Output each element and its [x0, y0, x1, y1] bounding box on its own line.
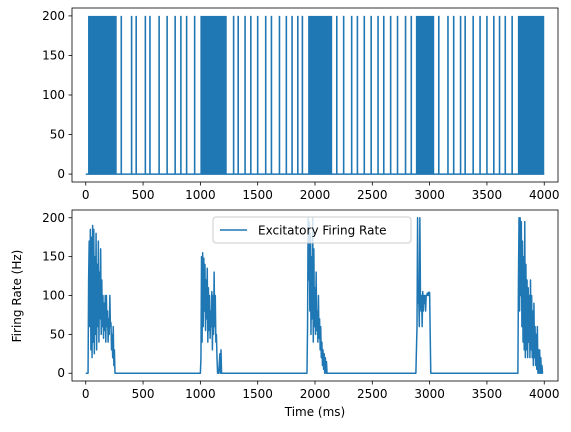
spike-burst	[200, 15, 227, 175]
x-tick-label: 2000	[300, 387, 331, 401]
x-tick-label: 1500	[242, 188, 273, 202]
y-tick-label: 200	[42, 9, 65, 23]
x-tick-label: 3000	[414, 188, 445, 202]
x-tick-label: 1000	[185, 387, 216, 401]
x-axis-ticks: 0 500 1000 1500 2000 2500 3000 3500 4000	[82, 182, 560, 202]
y-tick-label: 100	[42, 88, 65, 102]
y-tick-label: 100	[42, 289, 65, 303]
spike-burst	[415, 15, 435, 175]
y-tick-label: 0	[57, 366, 65, 380]
firing-rate-series	[85, 217, 544, 374]
y-tick-label: 50	[50, 327, 65, 341]
firing-rate-line	[85, 217, 544, 374]
x-tick-label: 3500	[472, 387, 503, 401]
x-tick-label: 0	[82, 188, 90, 202]
y-tick-label: 200	[42, 211, 65, 225]
legend-label: Excitatory Firing Rate	[258, 224, 387, 238]
x-tick-label: 500	[132, 387, 155, 401]
spike-burst	[308, 15, 333, 175]
spike-burst	[88, 15, 117, 175]
spike-train-panel: 0 500 1000 1500 2000 2500 3000 3500 4000 0 50 100 1…	[42, 7, 560, 202]
spike-train-series	[85, 15, 545, 175]
x-tick-label: 4000	[529, 188, 560, 202]
x-tick-label: 1500	[242, 387, 273, 401]
x-axis-label: Time (ms)	[284, 405, 346, 419]
y-tick-label: 150	[42, 48, 65, 62]
firing-rate-panel: 0 500 1000 1500 2000 2500 3000 3500 4000 0 50 100 1…	[10, 209, 560, 419]
y-axis-ticks: 0 50 100 150 200	[42, 9, 72, 181]
x-tick-label: 4000	[529, 387, 560, 401]
spike-burst	[517, 15, 545, 175]
legend: Excitatory Firing Rate	[212, 216, 412, 244]
axes-frame	[71, 7, 559, 183]
x-tick-label: 0	[82, 387, 90, 401]
x-tick-label: 2000	[300, 188, 331, 202]
y-axis-ticks: 0 50 100 150 200	[42, 211, 72, 380]
legend-box	[212, 216, 412, 244]
axes-frame	[71, 209, 559, 382]
x-tick-label: 3500	[472, 188, 503, 202]
x-tick-label: 2500	[357, 387, 388, 401]
x-tick-label: 1000	[185, 188, 216, 202]
x-tick-label: 500	[132, 188, 155, 202]
y-tick-label: 50	[50, 128, 65, 142]
y-tick-label: 150	[42, 250, 65, 264]
y-axis-label: Firing Rate (Hz)	[10, 250, 24, 343]
x-tick-label: 2500	[357, 188, 388, 202]
x-tick-label: 3000	[414, 387, 445, 401]
x-axis-ticks: 0 500 1000 1500 2000 2500 3000 3500 4000	[82, 381, 560, 401]
y-tick-label: 0	[57, 167, 65, 181]
